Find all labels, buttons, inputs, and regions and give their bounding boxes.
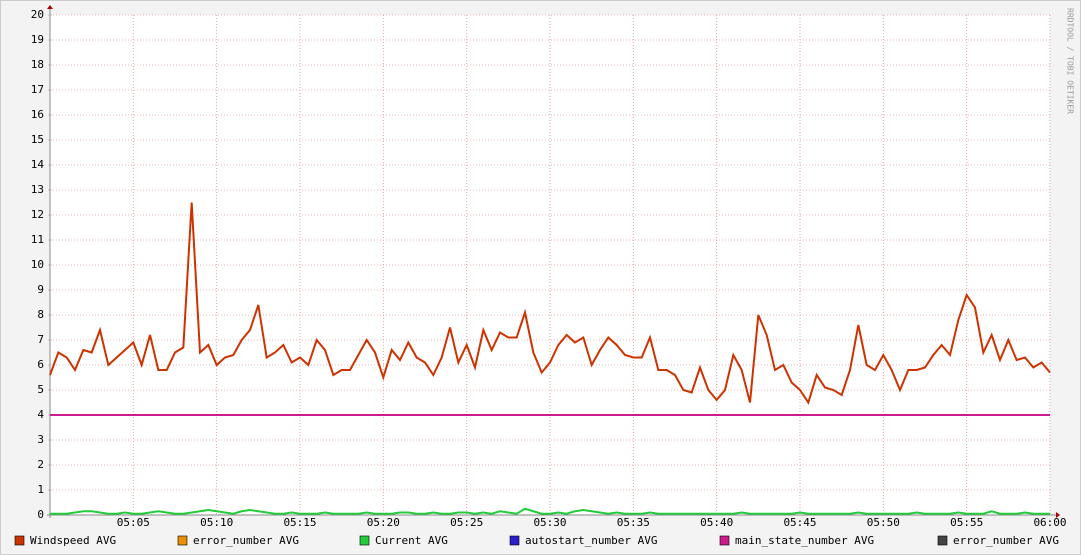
x-tick-label: 05:55 [950, 516, 983, 529]
y-tick-label: 15 [31, 133, 44, 146]
legend-swatch [719, 535, 730, 546]
y-tick-label: 20 [31, 8, 44, 21]
y-tick-label: 2 [37, 458, 44, 471]
x-tick-label: 06:00 [1033, 516, 1066, 529]
y-tick-label: 12 [31, 208, 44, 221]
y-tick-label: 18 [31, 58, 44, 71]
y-tick-label: 14 [31, 158, 45, 171]
legend-label: error_number AVG [193, 534, 299, 547]
legend-swatch [937, 535, 948, 546]
y-tick-label: 10 [31, 258, 44, 271]
y-tick-label: 16 [31, 108, 44, 121]
y-tick-label: 1 [37, 483, 44, 496]
y-tick-label: 6 [37, 358, 44, 371]
legend-swatch [14, 535, 25, 546]
y-tick-label: 3 [37, 433, 44, 446]
x-tick-label: 05:35 [617, 516, 650, 529]
x-tick-label: 05:10 [200, 516, 233, 529]
y-tick-label: 0 [37, 508, 44, 521]
y-tick-label: 13 [31, 183, 44, 196]
x-tick-label: 05:05 [117, 516, 150, 529]
legend-label: Current AVG [375, 534, 448, 547]
x-tick-label: 05:40 [700, 516, 733, 529]
y-tick-label: 11 [31, 233, 44, 246]
axis-arrow [47, 5, 53, 9]
watermark: RRDTOOL / TOBI OETIKER [1066, 8, 1075, 114]
y-tick-label: 8 [37, 308, 44, 321]
y-tick-label: 9 [37, 283, 44, 296]
legend-swatch [177, 535, 188, 546]
x-tick-label: 05:45 [783, 516, 816, 529]
series-line [50, 507, 1050, 515]
axis-arrow [1056, 512, 1060, 518]
x-tick-label: 05:20 [367, 516, 400, 529]
y-tick-label: 17 [31, 83, 44, 96]
legend-label: main_state_number AVG [735, 534, 874, 547]
series-line [49, 202, 1051, 405]
y-tick-label: 5 [37, 383, 44, 396]
y-tick-label: 4 [37, 408, 44, 421]
legend-label: error_number AVG [953, 534, 1059, 547]
y-tick-label: 19 [31, 33, 44, 46]
x-tick-label: 05:50 [867, 516, 900, 529]
legend-swatch [509, 535, 520, 546]
y-tick-label: 7 [37, 333, 44, 346]
legend-label: autostart_number AVG [525, 534, 657, 547]
legend-label: Windspeed AVG [30, 534, 116, 547]
x-tick-label: 05:30 [533, 516, 566, 529]
x-tick-label: 05:15 [283, 516, 316, 529]
legend-swatch [359, 535, 370, 546]
x-tick-label: 05:25 [450, 516, 483, 529]
